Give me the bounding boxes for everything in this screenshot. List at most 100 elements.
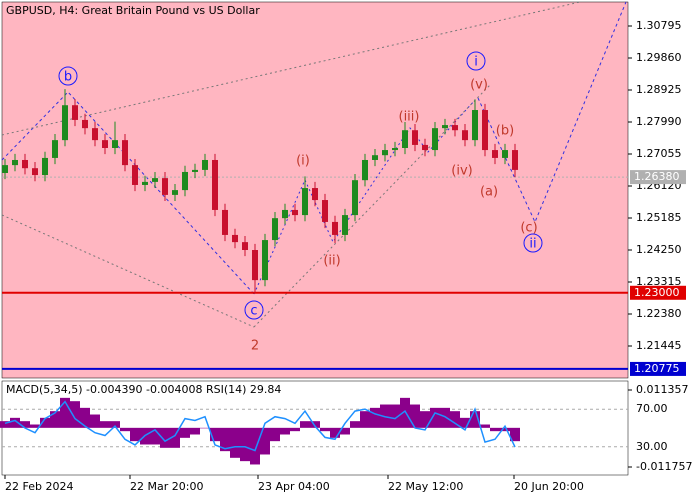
macd-bar xyxy=(0,421,10,428)
wave-label: (iii) xyxy=(399,110,420,125)
macd-bar xyxy=(30,424,40,428)
macd-bar xyxy=(10,417,20,428)
macd-bar xyxy=(420,411,430,428)
wave-label: b xyxy=(64,70,72,85)
candle-body xyxy=(352,180,358,216)
y-tick-label: 1.25185 xyxy=(636,211,682,224)
y-tick-label: 1.23315 xyxy=(636,275,682,288)
candle-body xyxy=(292,209,298,216)
candle-body xyxy=(132,165,138,185)
wave-label: (i) xyxy=(296,154,310,169)
candle-body xyxy=(342,215,348,235)
macd-bar xyxy=(270,427,280,442)
price-level-box xyxy=(630,285,686,300)
wave-lines xyxy=(1,1,627,328)
candle-body xyxy=(182,171,188,191)
candle-body xyxy=(432,128,438,151)
macd-bar xyxy=(450,411,460,428)
x-tick-label: 22 Feb 2024 xyxy=(5,480,73,493)
candle-body xyxy=(122,140,128,166)
macd-bar xyxy=(100,421,110,428)
candle-body xyxy=(82,119,88,129)
candle-body xyxy=(412,130,418,145)
candle-body xyxy=(482,110,488,151)
wave-line xyxy=(253,99,476,295)
rsi-tick-label: 30.00 xyxy=(636,440,668,453)
y-tick-label: 1.27055 xyxy=(636,147,682,160)
macd-bar xyxy=(510,427,520,442)
candle-body xyxy=(92,128,98,141)
macd-bar xyxy=(70,401,80,428)
candle-body xyxy=(462,130,468,141)
x-tick-label: 20 Jun 20:00 xyxy=(514,480,584,493)
y-tick-label: 1.29860 xyxy=(636,51,682,64)
candle-body xyxy=(162,178,168,195)
indicator-pane xyxy=(1,380,629,476)
wave-label: (iv) xyxy=(451,164,472,179)
candle-body xyxy=(192,169,198,172)
macd-bar xyxy=(460,417,470,428)
price-level-box xyxy=(630,170,686,185)
candle-body xyxy=(62,105,68,141)
candle-body xyxy=(512,150,518,170)
candle-body xyxy=(42,157,48,176)
macd-bar xyxy=(80,407,90,428)
macd-bar xyxy=(310,421,320,428)
macd-bar xyxy=(330,427,340,438)
macd-bar xyxy=(290,427,300,432)
macd-bar xyxy=(480,424,490,428)
macd-bar xyxy=(200,427,210,429)
candle-body xyxy=(222,209,228,235)
candle-body xyxy=(472,110,478,141)
macd-bar xyxy=(390,404,400,428)
macd-bar xyxy=(440,407,450,428)
wave-circle xyxy=(466,51,486,71)
candle-body xyxy=(112,140,118,149)
candle-body xyxy=(302,188,308,216)
wave-label: c xyxy=(250,304,257,319)
macd-bar xyxy=(130,427,140,442)
y-tick-label: 1.22380 xyxy=(636,307,682,320)
wave-circle xyxy=(58,66,78,86)
price-level-box xyxy=(630,361,686,376)
indicator-label: MACD(5,34,5) -0.004390 -0.004008 RSI(14)… xyxy=(6,383,281,396)
candle-body xyxy=(422,144,428,151)
candle-body xyxy=(22,159,28,169)
wave-label: (v) xyxy=(470,78,488,93)
y-tick-label: 1.30795 xyxy=(636,19,682,32)
macd-bar xyxy=(60,397,70,428)
wave-line xyxy=(1,91,255,295)
macd-bar xyxy=(250,427,260,465)
x-tick-label: 23 Apr 04:00 xyxy=(258,480,330,493)
candle-body xyxy=(332,221,338,235)
candle-body xyxy=(252,249,258,281)
macd-bar xyxy=(230,427,240,458)
wave-circle xyxy=(244,300,264,320)
candle-body xyxy=(492,150,498,158)
y-tick-label: 1.21445 xyxy=(636,339,682,352)
candle-body xyxy=(392,148,398,151)
candle-body xyxy=(372,155,378,160)
macd-tick-label: -0.011757 xyxy=(636,460,692,473)
macd-bar xyxy=(340,427,350,435)
candle-body xyxy=(382,150,388,156)
macd-bar xyxy=(280,427,290,435)
wave-label: (b) xyxy=(496,124,514,139)
candle-body xyxy=(442,125,448,129)
macd-bar xyxy=(410,404,420,428)
frame xyxy=(1,1,629,379)
candle-body xyxy=(212,159,218,210)
y-tick-label: 1.28925 xyxy=(636,83,682,96)
y-tick-label: 1.27990 xyxy=(636,115,682,128)
macd-bar xyxy=(160,427,170,448)
macd-bar xyxy=(190,427,200,435)
y-tick-label: 1.24250 xyxy=(636,243,682,256)
macd-bar xyxy=(180,427,190,438)
candle-body xyxy=(72,105,78,120)
macd-bar xyxy=(110,421,120,428)
macd-bar xyxy=(150,427,160,445)
macd-bar xyxy=(210,427,220,442)
candle-body xyxy=(12,159,18,166)
candle-body xyxy=(322,200,328,222)
